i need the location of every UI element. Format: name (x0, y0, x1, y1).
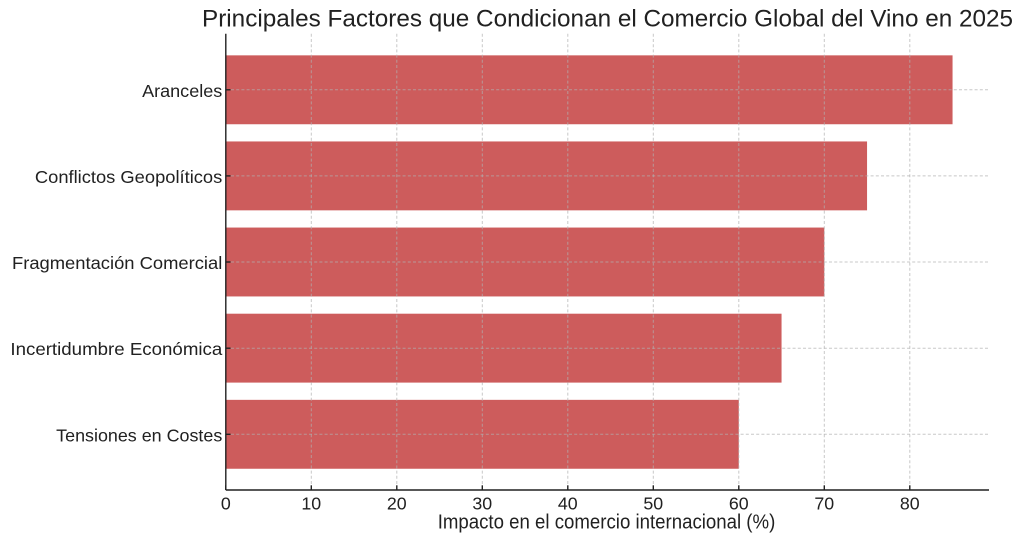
svg-text:Tensiones en Costes: Tensiones en Costes (56, 425, 222, 445)
svg-text:Impacto en el comercio interna: Impacto en el comercio internacional (%) (438, 512, 776, 534)
svg-text:30: 30 (472, 494, 492, 514)
svg-text:Conflictos Geopolíticos: Conflictos Geopolíticos (35, 167, 223, 187)
svg-text:Aranceles: Aranceles (142, 81, 222, 101)
svg-text:80: 80 (900, 494, 920, 514)
svg-text:60: 60 (729, 494, 749, 514)
svg-text:70: 70 (814, 494, 834, 514)
svg-text:40: 40 (558, 494, 578, 514)
svg-text:50: 50 (643, 494, 663, 514)
svg-text:Incertidumbre Económica: Incertidumbre Económica (10, 339, 222, 359)
svg-text:Fragmentación Comercial: Fragmentación Comercial (12, 253, 222, 273)
svg-text:10: 10 (301, 494, 321, 514)
svg-text:20: 20 (387, 494, 407, 514)
svg-text:Principales Factores que Condi: Principales Factores que Condicionan el … (202, 6, 1013, 33)
svg-text:0: 0 (221, 494, 231, 514)
